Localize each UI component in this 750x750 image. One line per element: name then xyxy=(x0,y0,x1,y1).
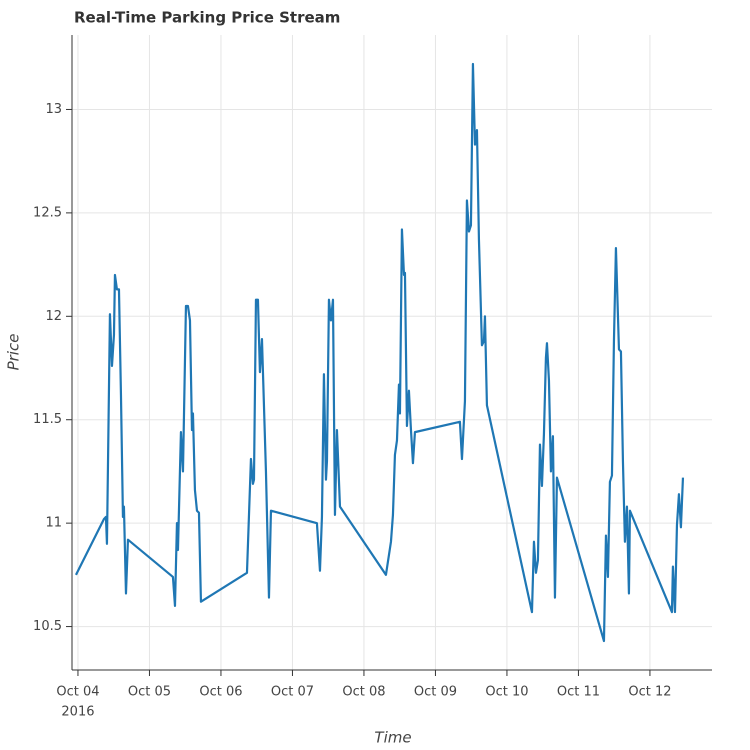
y-axis-label: Price xyxy=(5,334,23,371)
x-tick-label: Oct 08 xyxy=(342,685,385,700)
y-tick-label: 12 xyxy=(45,309,62,324)
x-tick-label: Oct 11 xyxy=(557,685,600,700)
x-tick-label: Oct 10 xyxy=(485,685,528,700)
y-tick-label: 11 xyxy=(45,516,62,531)
x-axis-label: Time xyxy=(374,729,411,747)
chart-title: Real-Time Parking Price Stream xyxy=(74,9,340,27)
x-tick-label: Oct 04 xyxy=(56,685,99,700)
x-tick-label: Oct 09 xyxy=(414,685,457,700)
x-tick-label: Oct 07 xyxy=(271,685,314,700)
x-year-label: 2016 xyxy=(61,705,94,720)
y-tick-label: 11.5 xyxy=(33,412,62,427)
price-line xyxy=(74,62,685,643)
y-tick-label: 12.5 xyxy=(33,205,62,220)
y-tick-label: 13 xyxy=(45,102,62,117)
x-tick-label: Oct 05 xyxy=(128,685,171,700)
x-tick-label: Oct 06 xyxy=(199,685,242,700)
x-tick-label: Oct 12 xyxy=(628,685,671,700)
y-tick-label: 10.5 xyxy=(33,619,62,634)
